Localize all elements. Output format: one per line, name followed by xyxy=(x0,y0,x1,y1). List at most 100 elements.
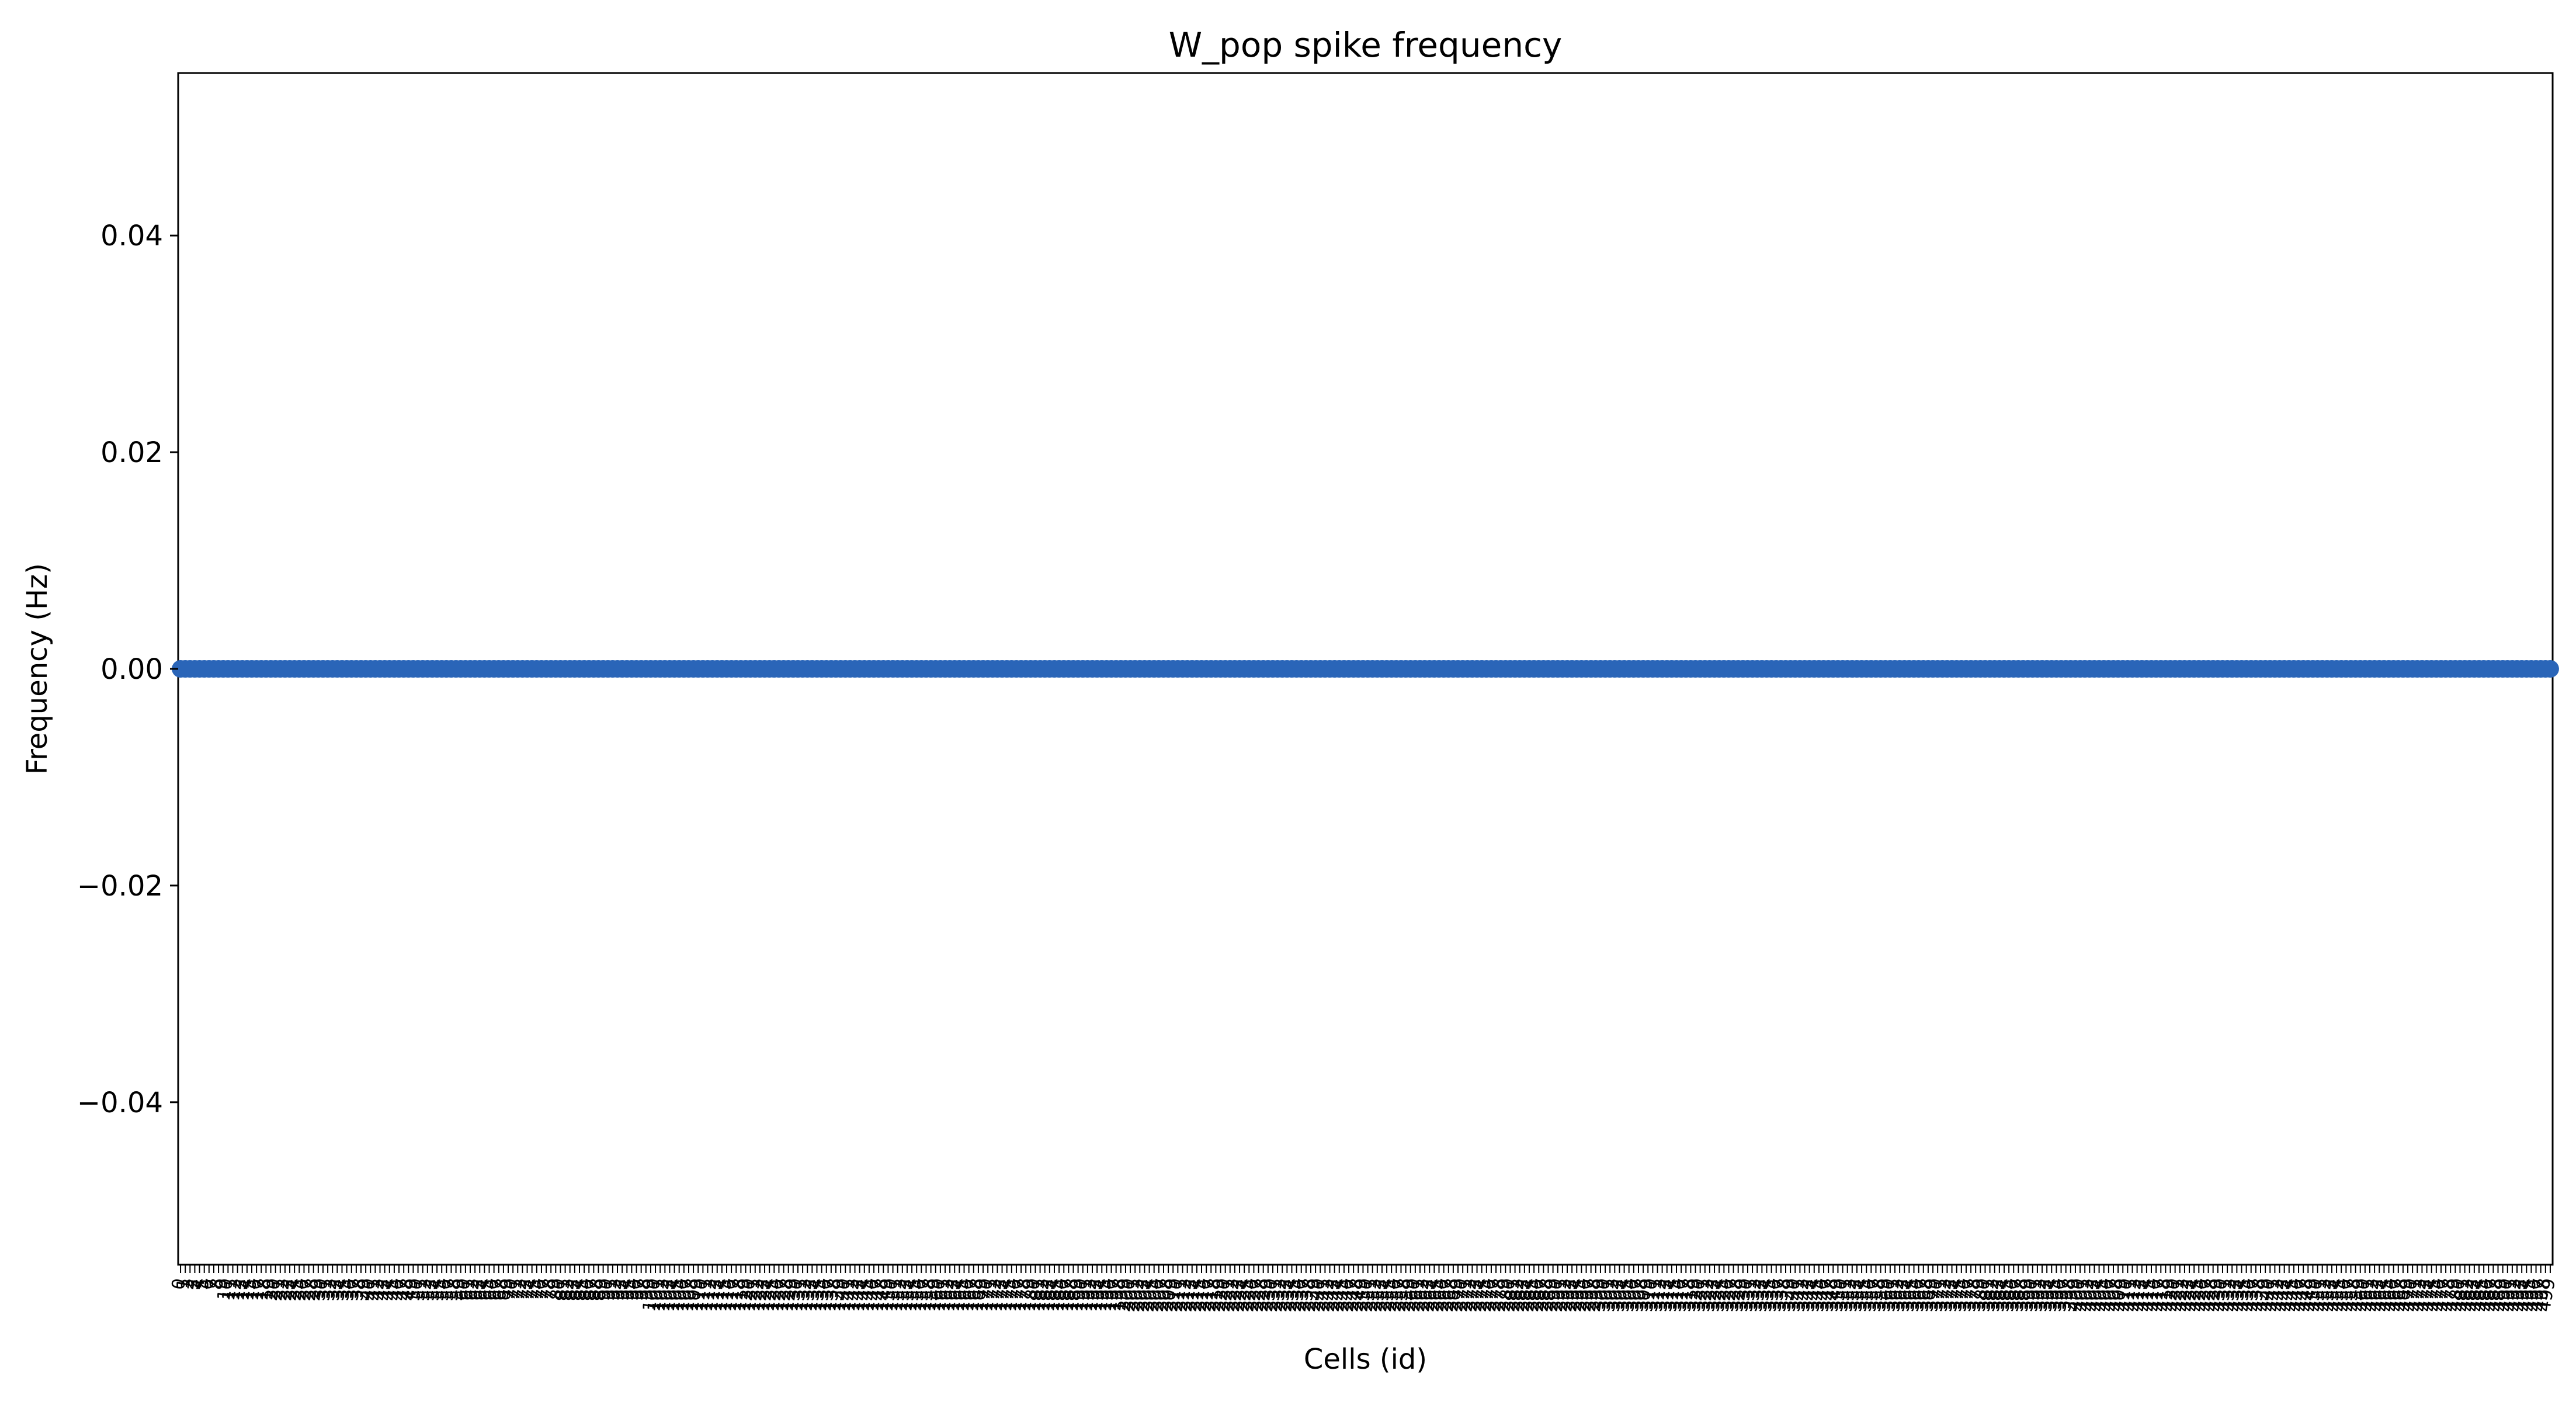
x-tick-label: 41 xyxy=(361,1277,385,1303)
x-tick-label: 75 xyxy=(522,1277,546,1303)
x-tick-label: 74 xyxy=(518,1277,541,1303)
x-tick-label: 66 xyxy=(480,1277,504,1303)
x-tick-label: 28 xyxy=(299,1277,323,1303)
x-tick-label: 20 xyxy=(261,1277,285,1303)
x-axis-label: Cells (id) xyxy=(1304,1343,1427,1376)
y-tick-label: 0.00 xyxy=(100,653,163,686)
x-tick-label: 64 xyxy=(470,1277,494,1303)
x-tick-label: 99 xyxy=(636,1277,660,1303)
x-tick-label: 51 xyxy=(408,1277,432,1303)
x-tick-label: 47 xyxy=(389,1277,413,1303)
x-tick-label: 49 xyxy=(399,1277,423,1303)
x-axis-ticks: 0123456789101112131415161718192021222324… xyxy=(168,1265,2560,1313)
x-tick-label: 58 xyxy=(442,1277,466,1303)
x-tick-label: 71 xyxy=(503,1277,527,1303)
x-tick-label: 23 xyxy=(275,1277,299,1303)
x-tick-label: 30 xyxy=(308,1277,332,1303)
x-tick-label: 52 xyxy=(413,1277,437,1303)
x-tick-label: 69 xyxy=(494,1277,518,1303)
x-tick-label: 13 xyxy=(228,1277,252,1303)
x-tick-label: 88 xyxy=(584,1277,608,1303)
x-tick-label: 16 xyxy=(242,1277,266,1303)
x-tick-label: 38 xyxy=(346,1277,370,1303)
x-tick-label: 61 xyxy=(456,1277,480,1303)
x-tick-label: 62 xyxy=(460,1277,484,1303)
chart-title: W_pop spike frequency xyxy=(1169,25,1563,65)
x-tick-label: 81 xyxy=(551,1277,575,1303)
x-tick-label: 25 xyxy=(284,1277,308,1303)
y-tick-label: −0.04 xyxy=(77,1087,163,1119)
x-tick-label: 94 xyxy=(612,1277,636,1303)
x-tick-label: 31 xyxy=(313,1277,337,1303)
x-tick-label: 36 xyxy=(337,1277,361,1303)
x-tick-label: 63 xyxy=(465,1277,489,1303)
x-tick-label: 50 xyxy=(404,1277,428,1303)
x-tick-label: 21 xyxy=(266,1277,290,1303)
x-tick-label: 12 xyxy=(223,1277,247,1303)
x-tick-label: 34 xyxy=(328,1277,352,1303)
x-tick-label: 95 xyxy=(617,1277,641,1303)
x-tick-label: 98 xyxy=(631,1277,655,1303)
scatter-series xyxy=(172,660,2559,678)
x-tick-label: 55 xyxy=(427,1277,451,1303)
x-tick-label: 57 xyxy=(437,1277,461,1303)
x-tick-label: 35 xyxy=(332,1277,356,1303)
x-tick-label: 86 xyxy=(574,1277,598,1303)
y-tick-label: 0.04 xyxy=(100,220,163,252)
x-tick-label: 89 xyxy=(589,1277,613,1303)
x-tick-label: 60 xyxy=(451,1277,475,1303)
x-tick-label: 80 xyxy=(546,1277,570,1303)
x-tick-label: 78 xyxy=(536,1277,560,1303)
x-tick-label: 26 xyxy=(290,1277,314,1303)
y-axis-label: Frequency (Hz) xyxy=(21,563,54,775)
x-tick-label: 24 xyxy=(280,1277,304,1303)
x-tick-label: 84 xyxy=(565,1277,589,1303)
x-tick-label: 27 xyxy=(294,1277,318,1303)
x-tick-label: 22 xyxy=(270,1277,294,1303)
x-tick-label: 37 xyxy=(342,1277,366,1303)
x-tick-label: 90 xyxy=(593,1277,617,1303)
x-tick-label: 96 xyxy=(622,1277,646,1303)
x-tick-label: 42 xyxy=(366,1277,390,1303)
x-tick-label: 44 xyxy=(375,1277,399,1303)
x-tick-label: 54 xyxy=(422,1277,446,1303)
x-tick-label: 67 xyxy=(484,1277,508,1303)
x-tick-label: 76 xyxy=(527,1277,551,1303)
x-tick-label: 19 xyxy=(256,1277,280,1303)
x-tick-label: 85 xyxy=(570,1277,593,1303)
x-tick-label: 11 xyxy=(218,1277,242,1303)
x-tick-label: 56 xyxy=(432,1277,456,1303)
x-tick-label: 82 xyxy=(556,1277,579,1303)
x-tick-label: 32 xyxy=(318,1277,342,1303)
x-tick-label: 43 xyxy=(370,1277,394,1303)
x-tick-label: 59 xyxy=(446,1277,470,1303)
y-tick-label: 0.02 xyxy=(100,436,163,469)
x-tick-label: 68 xyxy=(489,1277,513,1303)
x-tick-label: 18 xyxy=(252,1277,276,1303)
x-tick-label: 93 xyxy=(607,1277,631,1303)
y-axis-ticks: −0.04 −0.02 0.00 0.02 0.04 xyxy=(77,220,178,1119)
x-tick-label: 79 xyxy=(541,1277,565,1303)
x-tick-label: 14 xyxy=(232,1277,256,1303)
x-tick-label: 46 xyxy=(384,1277,408,1303)
x-tick-label: 29 xyxy=(304,1277,328,1303)
x-tick-label: 33 xyxy=(323,1277,347,1303)
x-tick-label: 15 xyxy=(237,1277,261,1303)
x-tick-label: 77 xyxy=(532,1277,556,1303)
x-tick-label: 91 xyxy=(598,1277,622,1303)
x-tick-label: 48 xyxy=(394,1277,418,1303)
x-tick-label: 97 xyxy=(627,1277,651,1303)
x-tick-label: 45 xyxy=(380,1277,404,1303)
y-tick-label: −0.02 xyxy=(77,870,163,903)
x-tick-label: 17 xyxy=(247,1277,270,1303)
x-tick-label: 92 xyxy=(603,1277,627,1303)
x-tick-label: 10 xyxy=(214,1277,238,1303)
x-tick-label: 87 xyxy=(579,1277,603,1303)
x-tick-label: 83 xyxy=(560,1277,584,1303)
x-tick-label: 73 xyxy=(513,1277,537,1303)
data-point xyxy=(2541,660,2559,678)
x-tick-label: 53 xyxy=(418,1277,442,1303)
x-tick-label: 70 xyxy=(498,1277,522,1303)
x-tick-label: 72 xyxy=(508,1277,532,1303)
